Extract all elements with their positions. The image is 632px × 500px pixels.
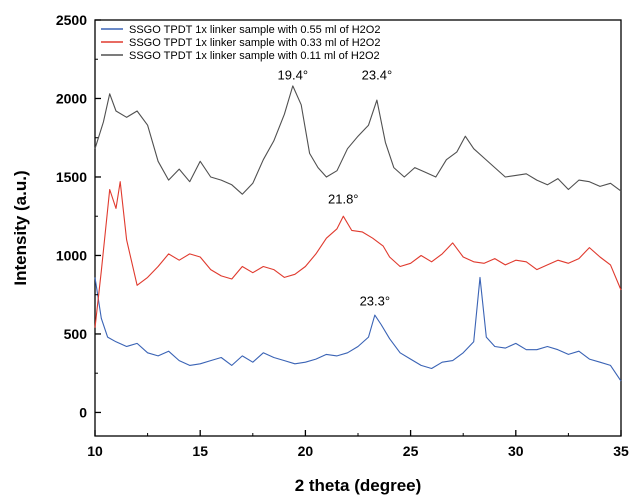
y-axis-title: Intensity (a.u.)	[11, 170, 30, 285]
x-tick-label: 20	[298, 443, 314, 459]
plot-border	[94, 19, 622, 437]
legend-box	[99, 21, 447, 64]
y-tick-label: 1000	[56, 247, 87, 263]
y-tick-label: 1500	[56, 169, 87, 185]
annotation-layer: 19.4° 23.4° 21.8° 23.3°	[278, 68, 393, 309]
peak-annotation: 21.8°	[328, 192, 359, 207]
axis-layer: 10 15 20 25 30 35 0 500 1000 1500 2000 2500	[56, 12, 629, 459]
series-line-2	[94, 85, 622, 195]
legend-label: SSGO TPDT 1x linker sample with 0.11 ml …	[129, 50, 380, 62]
x-tick-label: 35	[613, 443, 629, 459]
y-tick-label: 500	[64, 326, 88, 342]
x-tick-label: 30	[508, 443, 524, 459]
x-tick-label: 15	[192, 443, 208, 459]
plot-frame	[94, 19, 622, 437]
legend-label: SSGO TPDT 1x linker sample with 0.33 ml …	[129, 37, 380, 49]
x-tick-label: 25	[403, 443, 419, 459]
y-tick-label: 2500	[56, 12, 87, 28]
y-tick-label: 2000	[56, 90, 87, 106]
legend-label: SSGO TPDT 1x linker sample with 0.55 ml …	[129, 24, 380, 36]
x-axis-title: 2 theta (degree)	[295, 476, 422, 495]
peak-annotation: 23.3°	[360, 294, 391, 309]
series-line-0	[94, 276, 622, 382]
peak-annotation: 23.4°	[362, 68, 393, 83]
series-line-1	[94, 181, 622, 328]
legend: SSGO TPDT 1x linker sample with 0.55 ml …	[99, 21, 447, 64]
series-layer	[94, 85, 622, 382]
y-tick-label: 0	[79, 404, 87, 420]
peak-annotation: 19.4°	[278, 68, 309, 83]
x-tick-label: 10	[87, 443, 103, 459]
